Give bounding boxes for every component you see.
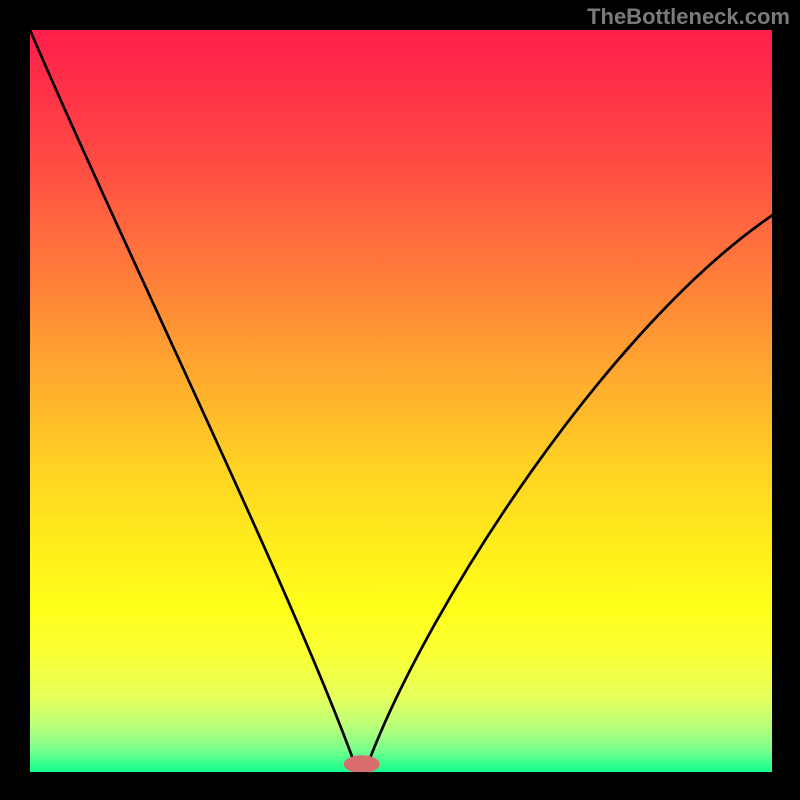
chart-container: TheBottleneck.com xyxy=(0,0,800,800)
minimum-marker xyxy=(30,30,772,772)
plot-area xyxy=(30,30,772,772)
watermark-text: TheBottleneck.com xyxy=(587,4,790,30)
min-marker-ellipse xyxy=(344,755,380,772)
